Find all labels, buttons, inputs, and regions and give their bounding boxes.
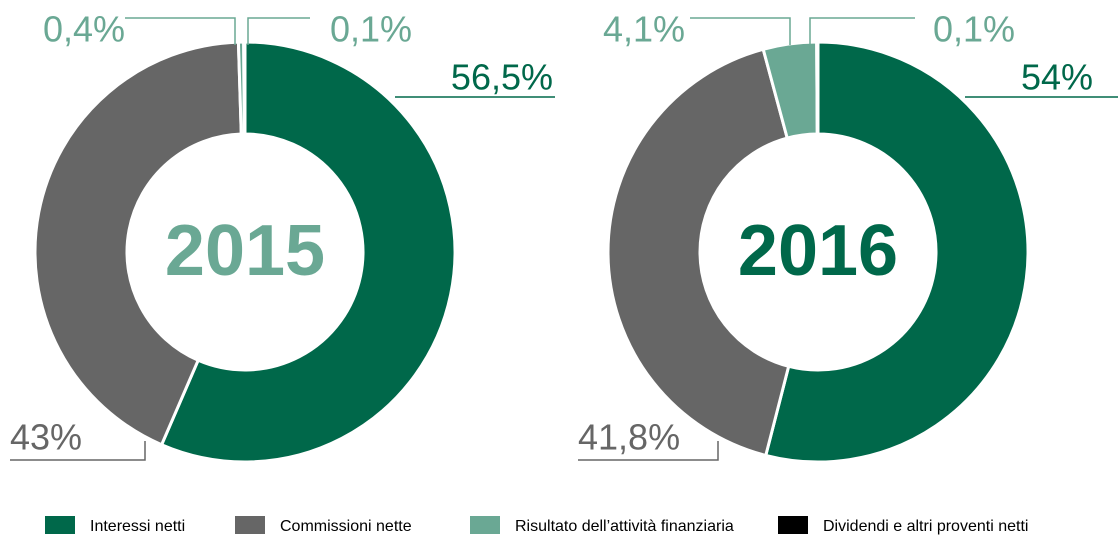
leader-line [10, 441, 146, 461]
legend-label: Risultato dell’attività finanziaria [515, 518, 734, 535]
donut-segment [33, 40, 243, 447]
donut-segment [242, 40, 247, 136]
value-label: 0,1% [933, 9, 1015, 50]
donut-segment [159, 40, 457, 464]
legend-label: Interessi netti [90, 518, 185, 535]
legend-swatch [470, 516, 500, 534]
leader-line [578, 441, 719, 461]
leader-line [125, 17, 236, 45]
donut-segment [763, 40, 1030, 464]
leader-line [690, 17, 791, 45]
legend-swatch [778, 516, 808, 534]
leader-line [809, 17, 915, 45]
value-label: 0,1% [330, 9, 412, 50]
donut-segment [606, 47, 791, 458]
value-label: 41,8% [578, 417, 680, 458]
donut-segment [815, 40, 820, 136]
value-label: 43% [10, 417, 82, 458]
leader-line [247, 17, 310, 45]
value-label: 4,1% [603, 9, 685, 50]
legend-label: Commissioni nette [280, 518, 412, 535]
legend-label: Dividendi e altri proventi netti [823, 518, 1028, 535]
legend-swatch [235, 516, 265, 534]
value-label: 0,4% [43, 9, 125, 50]
center-title: 2016 [738, 211, 898, 291]
value-label: 56,5% [451, 57, 553, 98]
value-label: 54% [1021, 57, 1093, 98]
center-title: 2015 [165, 211, 325, 291]
legend-swatch [45, 516, 75, 534]
